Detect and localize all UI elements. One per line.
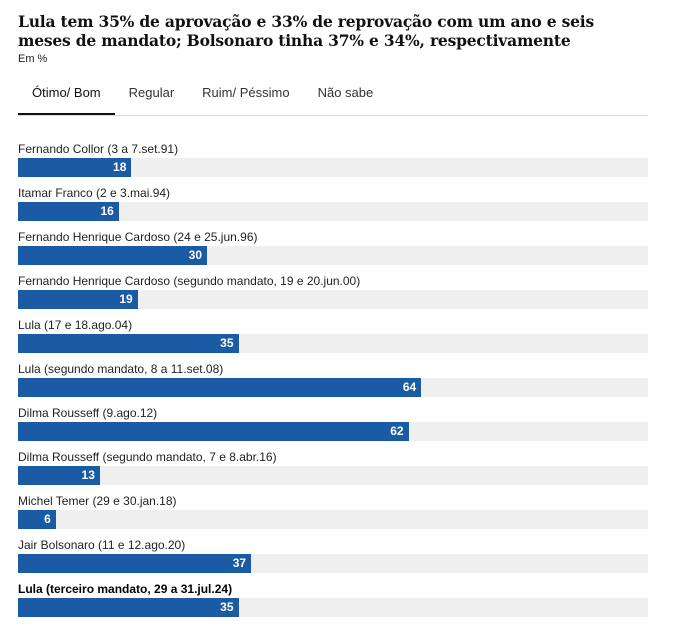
tab-regular[interactable]: Regular xyxy=(128,85,175,100)
tab-otimo-bom[interactable]: Ótimo/ Bom xyxy=(18,73,115,115)
bar: 62 xyxy=(18,422,409,441)
bar-value-label: 62 xyxy=(390,424,404,438)
bar-track: 6 xyxy=(18,510,648,529)
bar: 64 xyxy=(18,378,422,397)
bar-value-label: 35 xyxy=(220,336,234,350)
bar-track: 19 xyxy=(18,290,648,309)
bar-value-label: 30 xyxy=(188,248,202,262)
bar-label: Michel Temer (29 e 30.jan.18) xyxy=(18,494,177,508)
bar-label: Itamar Franco (2 e 3.mai.94) xyxy=(18,186,171,200)
chart-container: Lula tem 35% de aprovação e 33% de repro… xyxy=(18,12,648,625)
bar-row: Jair Bolsonaro (11 e 12.ago.20) 37 xyxy=(18,537,648,581)
bar-label: Dilma Rousseff (9.ago.12) xyxy=(18,406,158,420)
chart-title: Lula tem 35% de aprovação e 33% de repro… xyxy=(18,12,594,50)
bar-row: Dilma Rousseff (segundo mandato, 7 e 8.a… xyxy=(18,449,648,493)
bar: 37 xyxy=(18,554,252,573)
bar-label: Lula (terceiro mandato, 29 a 31.jul.24) xyxy=(18,582,233,596)
bar-track: 35 xyxy=(18,334,648,353)
bar-track: 62 xyxy=(18,422,648,441)
bar-row: Lula (17 e 18.ago.04) 35 xyxy=(18,317,648,361)
bar: 35 xyxy=(18,598,239,617)
bar-label: Fernando Henrique Cardoso (segundo manda… xyxy=(18,274,361,288)
bar-row: Lula (segundo mandato, 8 a 11.set.08) 64 xyxy=(18,361,648,405)
bar-value-label: 37 xyxy=(232,556,247,570)
bar-track: 35 xyxy=(18,598,648,617)
bar-row: Fernando Henrique Cardoso (24 e 25.jun.9… xyxy=(18,229,648,273)
bar-label: Lula (17 e 18.ago.04) xyxy=(18,318,133,332)
bar-value-label: 18 xyxy=(113,160,127,174)
tab-nao-sabe[interactable]: Não sabe xyxy=(317,85,374,100)
bar-row: Dilma Rousseff (9.ago.12) 62 xyxy=(18,405,648,449)
bar: 16 xyxy=(18,202,119,221)
chart-subtitle: Em % xyxy=(18,53,48,65)
bar: 6 xyxy=(18,510,56,529)
bar-row: Michel Temer (29 e 30.jan.18) 6 xyxy=(18,493,648,537)
bar-track: 37 xyxy=(18,554,648,573)
bar-value-label: 19 xyxy=(119,292,133,306)
bar-value-label: 16 xyxy=(100,204,114,218)
tab-ruim-pessimo[interactable]: Ruim/ Péssimo xyxy=(202,85,290,100)
bar-label: Jair Bolsonaro (11 e 12.ago.20) xyxy=(18,538,186,552)
tab-bar: Ótimo/ Bom Regular Ruim/ Péssimo Não sab… xyxy=(18,73,648,116)
bar-track: 30 xyxy=(18,246,648,265)
bar: 18 xyxy=(18,158,132,177)
bar-label: Dilma Rousseff (segundo mandato, 7 e 8.a… xyxy=(18,450,277,464)
bar: 30 xyxy=(18,246,207,265)
bar-row: Itamar Franco (2 e 3.mai.94) 16 xyxy=(18,185,648,229)
bar-track: 13 xyxy=(18,466,648,485)
bar-label: Fernando Collor (3 a 7.set.91) xyxy=(18,142,179,156)
bar-value-label: 35 xyxy=(220,600,234,614)
bar: 35 xyxy=(18,334,239,353)
bar-row: Lula (terceiro mandato, 29 a 31.jul.24) 3… xyxy=(18,581,648,625)
bar: 13 xyxy=(18,466,100,485)
bar: 19 xyxy=(18,290,138,309)
bar-value-label: 13 xyxy=(81,468,95,482)
bar-track: 18 xyxy=(18,158,648,177)
bar-value-label: 64 xyxy=(402,380,417,394)
bar-label: Lula (segundo mandato, 8 a 11.set.08) xyxy=(18,362,224,376)
bar-track: 16 xyxy=(18,202,648,221)
bar-value-label: 6 xyxy=(44,512,51,526)
bar-list: Fernando Collor (3 a 7.set.91) 18 Itamar F… xyxy=(18,141,648,625)
bar-row: Fernando Collor (3 a 7.set.91) 18 xyxy=(18,141,648,185)
bar-track: 64 xyxy=(18,378,648,397)
bar-label: Fernando Henrique Cardoso (24 e 25.jun.9… xyxy=(18,230,258,244)
bar-row: Fernando Henrique Cardoso (segundo manda… xyxy=(18,273,648,317)
